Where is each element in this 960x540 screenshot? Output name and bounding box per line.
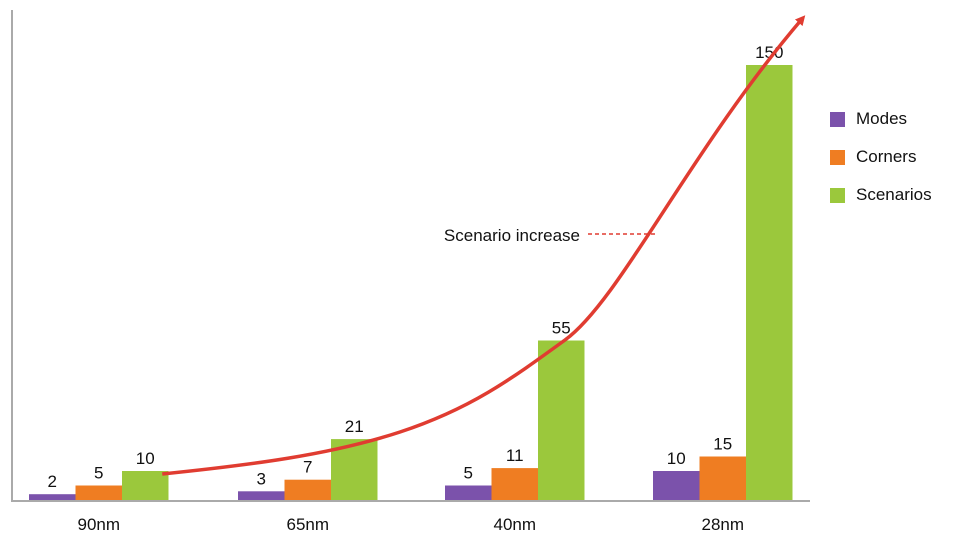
x-tick-label-40nm: 40nm — [493, 515, 536, 534]
bar-scenarios-28nm — [746, 65, 793, 500]
legend-swatch-modes — [830, 111, 845, 127]
legend-swatch-scenarios — [830, 187, 845, 203]
data-label-scenarios-65nm: 21 — [345, 417, 364, 436]
legend-swatch-corners — [830, 149, 845, 165]
bar-corners-90nm — [75, 485, 122, 500]
data-label-scenarios-40nm: 55 — [552, 319, 571, 338]
data-label-corners-28nm: 15 — [713, 435, 732, 454]
legend-item-corners: Corners — [830, 138, 932, 176]
bar-modes-40nm — [445, 485, 492, 500]
data-label-corners-90nm: 5 — [94, 464, 103, 483]
data-label-corners-65nm: 7 — [303, 458, 312, 477]
x-tick-label-90nm: 90nm — [77, 515, 120, 534]
data-label-modes-40nm: 5 — [464, 464, 473, 483]
data-label-modes-28nm: 10 — [667, 449, 686, 468]
bar-corners-65nm — [284, 479, 331, 500]
legend-label-scenarios: Scenarios — [856, 185, 932, 204]
bar-modes-65nm — [238, 491, 285, 500]
annotation-label: Scenario increase — [444, 226, 580, 245]
legend-item-modes: Modes — [830, 100, 932, 138]
bar-corners-28nm — [699, 456, 746, 500]
data-label-modes-90nm: 2 — [48, 472, 57, 491]
x-tick-label-65nm: 65nm — [286, 515, 329, 534]
scenario-trend-arrow — [162, 15, 806, 476]
legend-label-modes: Modes — [856, 109, 908, 128]
data-label-corners-40nm: 11 — [506, 446, 524, 465]
bar-scenarios-40nm — [538, 340, 585, 500]
legend-item-scenarios: Scenarios — [830, 176, 932, 214]
legend-label-corners: Corners — [856, 147, 917, 166]
legend: Modes Corners Scenarios — [830, 100, 932, 214]
x-tick-label-28nm: 28nm — [701, 515, 744, 534]
bar-corners-40nm — [491, 468, 538, 500]
data-label-modes-65nm: 3 — [257, 469, 266, 488]
data-label-scenarios-90nm: 10 — [136, 449, 155, 468]
bar-modes-90nm — [29, 494, 76, 500]
bar-modes-28nm — [653, 471, 700, 500]
bar-scenarios-90nm — [122, 471, 169, 500]
x-tick-labels-layer: 90nm 65nm 40nm 28nm — [77, 515, 744, 534]
bars-layer — [29, 65, 793, 500]
